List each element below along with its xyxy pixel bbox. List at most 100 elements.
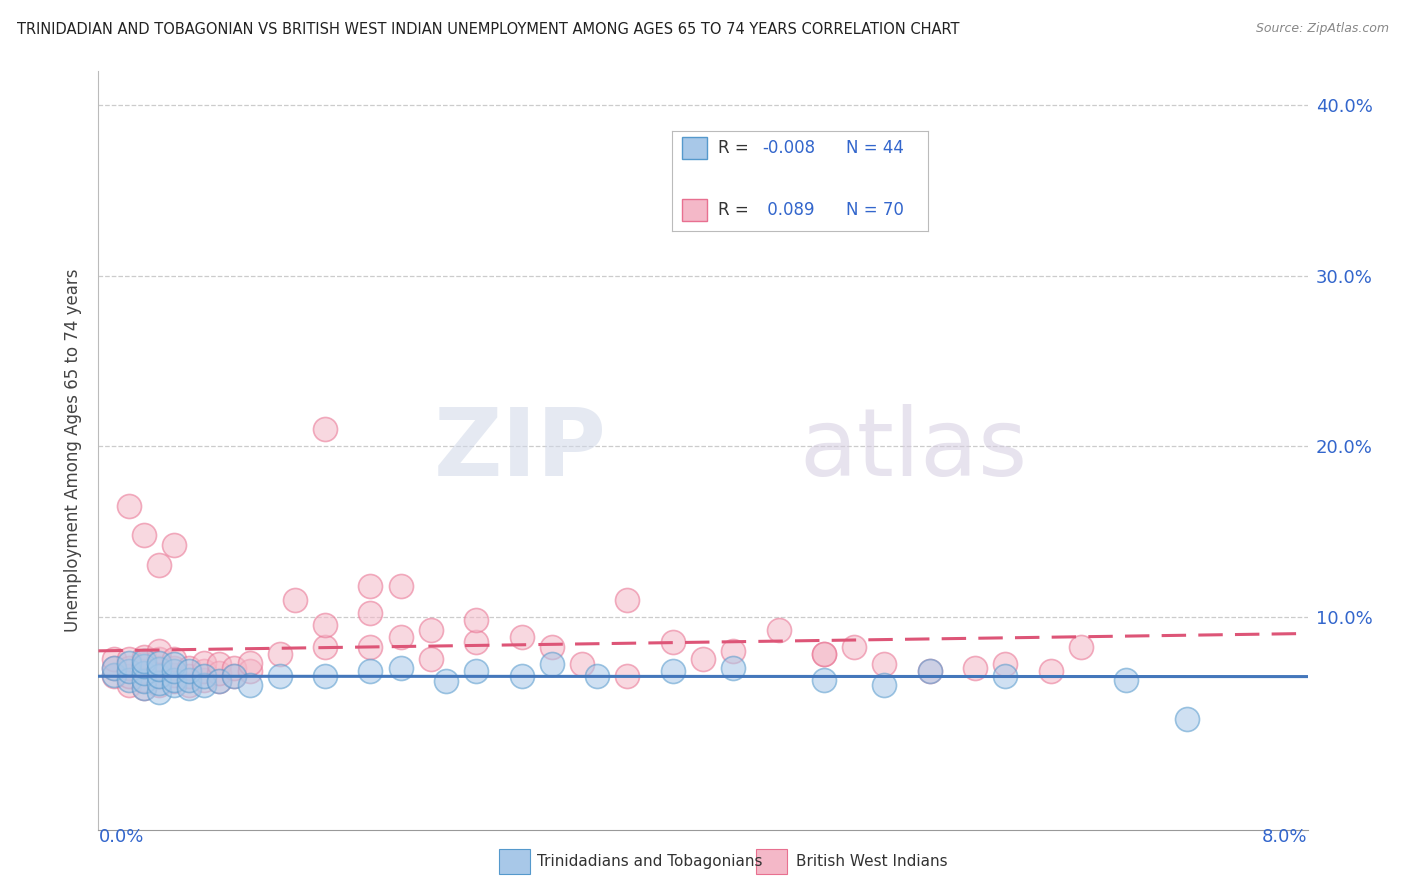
Point [148, 684, 170, 698]
Point [132, 674, 155, 689]
Point [118, 664, 141, 678]
Point [193, 656, 215, 670]
Point [148, 676, 170, 690]
Point [148, 656, 170, 670]
Point [179, 681, 201, 695]
Point [994, 657, 1017, 672]
Point [269, 669, 291, 683]
Point [434, 674, 457, 689]
Point [179, 664, 201, 678]
Point [873, 678, 896, 692]
Point [510, 630, 533, 644]
Point [360, 579, 382, 593]
Point [844, 640, 866, 655]
Point [148, 661, 170, 675]
Point [465, 664, 488, 678]
Text: -0.008: -0.008 [762, 139, 815, 157]
Point [1070, 640, 1092, 655]
Point [420, 652, 443, 666]
Point [163, 667, 186, 681]
Point [723, 643, 745, 657]
Point [148, 558, 170, 573]
Point [269, 647, 291, 661]
Point [103, 669, 125, 683]
Text: 0.0%: 0.0% [98, 828, 143, 846]
Point [586, 669, 609, 683]
Point [132, 659, 155, 673]
Point [118, 661, 141, 675]
Point [692, 652, 714, 666]
Point [193, 669, 215, 683]
Point [103, 661, 125, 675]
Point [163, 664, 186, 678]
FancyBboxPatch shape [682, 137, 707, 159]
Point [661, 635, 683, 649]
Text: TRINIDADIAN AND TOBAGONIAN VS BRITISH WEST INDIAN UNEMPLOYMENT AMONG AGES 65 TO : TRINIDADIAN AND TOBAGONIAN VS BRITISH WE… [17, 22, 959, 37]
Point [132, 665, 155, 680]
Point [118, 678, 141, 692]
Point [179, 673, 201, 687]
Point [103, 667, 125, 681]
Point [465, 613, 488, 627]
Point [163, 661, 186, 675]
Text: Trinidadians and Tobagonians: Trinidadians and Tobagonians [537, 855, 762, 869]
Point [208, 674, 231, 689]
Point [314, 422, 336, 436]
Text: atlas: atlas [800, 404, 1028, 497]
Point [163, 673, 186, 687]
Point [103, 661, 125, 675]
Point [208, 665, 231, 680]
Point [148, 643, 170, 657]
Point [179, 669, 201, 683]
Point [918, 664, 941, 678]
Point [132, 657, 155, 672]
Point [118, 652, 141, 666]
Text: 8.0%: 8.0% [1263, 828, 1308, 846]
Point [1039, 664, 1062, 678]
Point [239, 678, 262, 692]
Point [224, 661, 246, 675]
Point [360, 664, 382, 678]
Point [360, 606, 382, 620]
Point [540, 640, 562, 655]
Text: 0.089: 0.089 [762, 201, 815, 219]
Point [148, 662, 170, 676]
Point [163, 674, 186, 689]
Point [163, 657, 186, 672]
Point [193, 664, 215, 678]
Point [103, 652, 125, 666]
Point [179, 678, 201, 692]
Text: Source: ZipAtlas.com: Source: ZipAtlas.com [1256, 22, 1389, 36]
Point [208, 657, 231, 672]
Point [873, 657, 896, 672]
Point [540, 657, 562, 672]
Point [224, 669, 246, 683]
Point [314, 618, 336, 632]
Point [193, 673, 215, 687]
Point [510, 669, 533, 683]
Point [132, 664, 155, 678]
Point [132, 654, 155, 668]
Point [918, 664, 941, 678]
Point [616, 669, 638, 683]
Text: N = 44: N = 44 [845, 139, 904, 157]
Point [132, 681, 155, 695]
Point [389, 579, 412, 593]
Point [314, 640, 336, 655]
Point [148, 669, 170, 683]
Point [813, 673, 835, 687]
Point [768, 624, 790, 638]
Point [132, 528, 155, 542]
Point [661, 664, 683, 678]
Point [148, 652, 170, 666]
FancyBboxPatch shape [682, 199, 707, 220]
Point [813, 647, 835, 661]
Text: R =: R = [717, 139, 754, 157]
Point [163, 652, 186, 666]
Text: N = 70: N = 70 [845, 201, 904, 219]
Point [148, 669, 170, 683]
Point [118, 499, 141, 513]
Point [132, 673, 155, 687]
Point [389, 661, 412, 675]
Y-axis label: Unemployment Among Ages 65 to 74 years: Unemployment Among Ages 65 to 74 years [65, 268, 83, 632]
